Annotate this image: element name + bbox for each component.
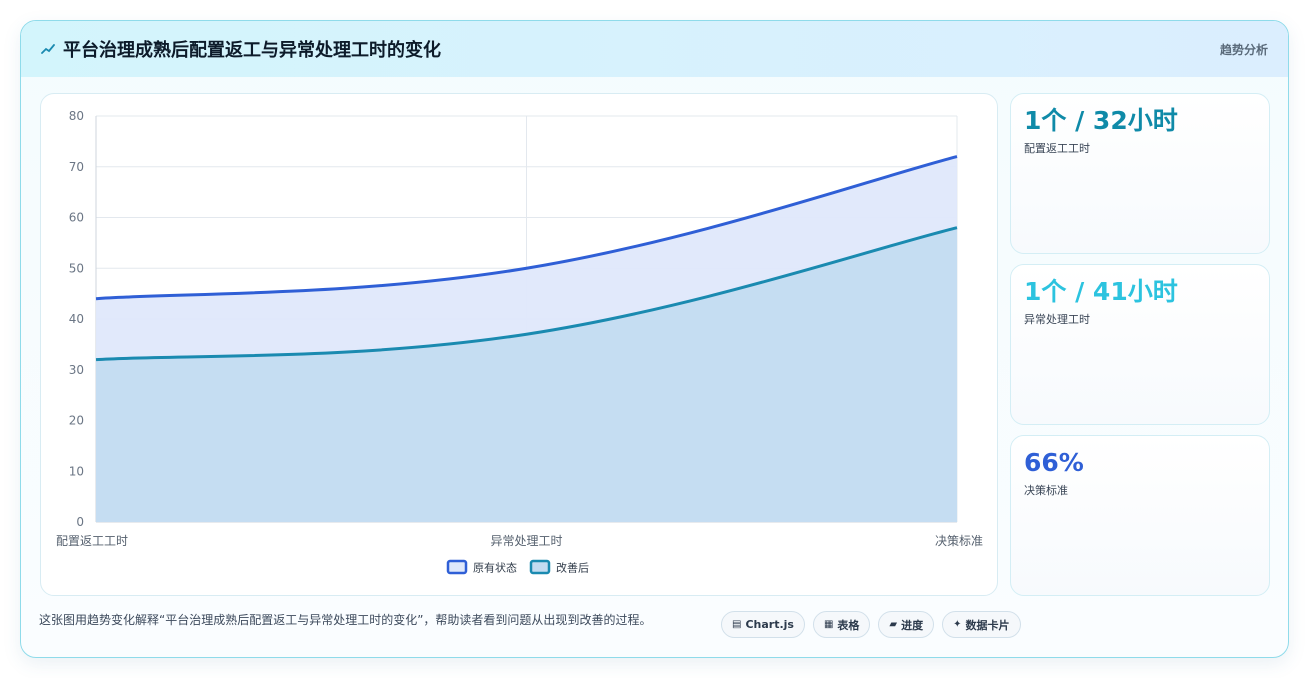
series-line-before bbox=[95, 155, 958, 301]
legend-swatch bbox=[529, 559, 551, 575]
y-tick-label: 20 bbox=[69, 414, 84, 428]
y-tick-label: 40 bbox=[69, 312, 84, 326]
y-tick-label: 70 bbox=[69, 160, 84, 174]
kpi-value-1: 1个 / 32小时 bbox=[1024, 106, 1178, 135]
kpi-value-2: 1个 / 41小时 bbox=[1024, 277, 1178, 306]
chip-table[interactable]: ▦ 表格 bbox=[812, 611, 871, 638]
chip-label: 数据卡片 bbox=[965, 618, 1010, 632]
dashboard-card: 平台治理成熟后配置返工与异常处理工时的变化 趋势分析 0 10 20 30 40 50 60… bbox=[20, 20, 1289, 658]
x-tick-label: 异常处理工时 bbox=[490, 534, 562, 548]
table-icon: ▦ bbox=[823, 619, 834, 630]
chart-panel: 0 10 20 30 40 50 60 70 80 配置返工工时 异常处理工时 决策标准原有状态 改善后 bbox=[40, 93, 998, 596]
x-tick-label: 配置返工工时 bbox=[56, 534, 128, 548]
y-tick-label: 50 bbox=[69, 261, 84, 275]
kpi-label-2: 异常处理工时 bbox=[1024, 313, 1090, 326]
kpi-label-3: 决策标准 bbox=[1024, 484, 1068, 497]
chip-label: 进度 bbox=[901, 618, 924, 632]
sparkle-icon: ✦ bbox=[953, 619, 962, 630]
chip-list: ▤ Chart.js ▦ 表格 ▰ 进度 ✦ 数据卡片 bbox=[721, 611, 1021, 638]
kpi-card-1: 1个 / 32小时 配置返工工时 bbox=[1010, 93, 1270, 254]
y-tick-label: 10 bbox=[69, 464, 84, 478]
legend-swatch bbox=[446, 559, 468, 575]
kpi-card-2: 1个 / 41小时 异常处理工时 bbox=[1010, 264, 1270, 425]
page-title: 平台治理成熟后配置返工与异常处理工时的变化 bbox=[63, 40, 441, 61]
series-line-after bbox=[95, 226, 958, 362]
chart-icon: ▤ bbox=[732, 619, 742, 630]
y-tick-label: 30 bbox=[69, 363, 84, 377]
legend-label: 改善后 bbox=[556, 561, 589, 575]
chip-data-card[interactable]: ✦ 数据卡片 bbox=[942, 611, 1021, 638]
kpi-label-1: 配置返工工时 bbox=[1024, 142, 1090, 155]
series-area-after bbox=[96, 227, 957, 522]
trend-line-icon bbox=[41, 44, 55, 54]
y-tick-label: 80 bbox=[69, 109, 84, 123]
chip-progress[interactable]: ▰ 进度 bbox=[878, 611, 935, 638]
kpi-card-3: 66% 决策标准 bbox=[1010, 435, 1270, 596]
title-wrap: 平台治理成熟后配置返工与异常处理工时的变化 bbox=[41, 36, 441, 62]
kpi-value-3: 66% bbox=[1024, 448, 1084, 477]
legend-label: 原有状态 bbox=[473, 561, 517, 575]
trend-analysis-label: 趋势分析 bbox=[1219, 42, 1268, 57]
progress-icon: ▰ bbox=[889, 619, 898, 630]
chip-label: Chart.js bbox=[745, 618, 794, 631]
y-tick-label: 0 bbox=[76, 515, 84, 529]
y-tick-label: 60 bbox=[69, 211, 84, 225]
chip-label: 表格 bbox=[837, 618, 860, 632]
card-header: 平台治理成熟后配置返工与异常处理工时的变化 趋势分析 bbox=[21, 21, 1288, 77]
footer-note: 这张图用趋势变化解释“平台治理成熟后配置返工与异常处理工时的变化”，帮助读者看到… bbox=[39, 613, 652, 627]
x-tick-label: 决策标准 bbox=[935, 534, 983, 548]
chip-chartjs[interactable]: ▤ Chart.js bbox=[721, 611, 805, 638]
